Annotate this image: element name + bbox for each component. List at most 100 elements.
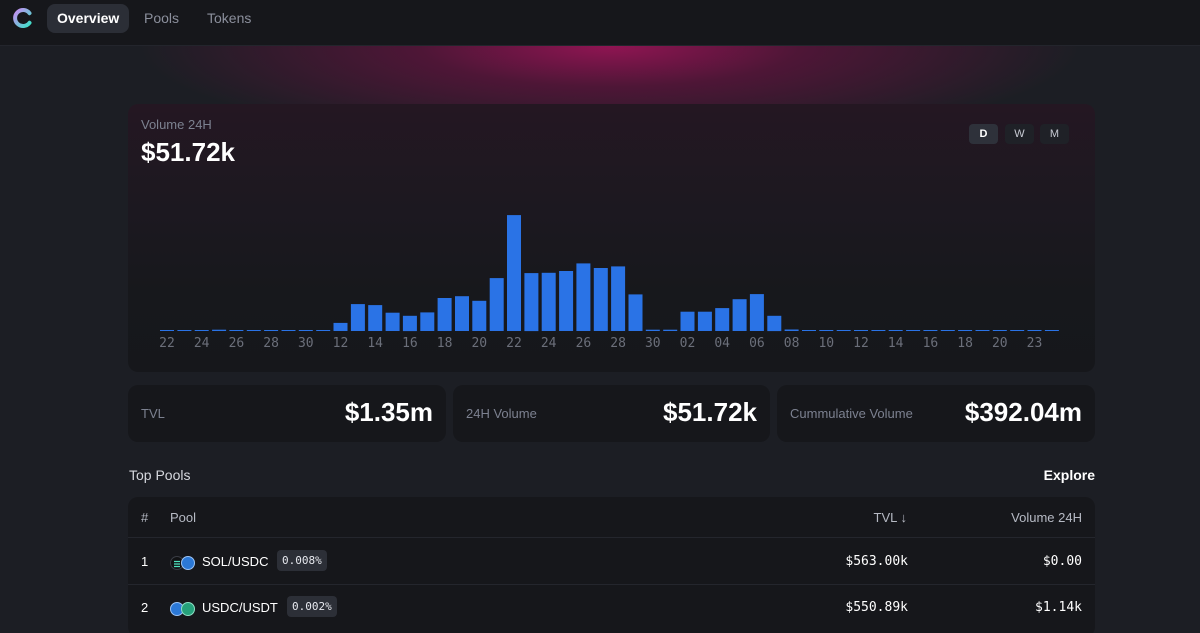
volume-bar[interactable] [1010, 330, 1025, 331]
volume-bar[interactable] [680, 311, 695, 331]
volume-bar[interactable] [298, 330, 313, 331]
x-axis-tick-label: 18 [437, 336, 453, 351]
volume-bar[interactable] [385, 312, 400, 331]
range-button-month[interactable]: M [1040, 124, 1069, 144]
volume-bar[interactable] [992, 330, 1007, 331]
row-index: 1 [141, 554, 149, 569]
volume-bar[interactable] [1027, 330, 1042, 331]
range-button-week[interactable]: W [1005, 124, 1034, 144]
volume-bar[interactable] [316, 330, 331, 331]
x-axis-tick-label: 26 [576, 336, 592, 351]
volume-bar[interactable] [958, 330, 973, 331]
column-header-volume[interactable]: Volume 24H [1011, 510, 1082, 525]
volume-chart-card: 22 24 26 28 30 12 14 16 18 20 22 24 26 28 30 02 04 06 08 10… [128, 104, 1095, 372]
volume-bar[interactable] [749, 294, 764, 331]
explore-link[interactable]: Explore [1043, 467, 1095, 483]
stat-label-tvl: TVL [141, 406, 165, 421]
volume-bar[interactable] [645, 329, 660, 331]
row-index: 2 [141, 600, 149, 615]
volume-bar[interactable] [784, 329, 799, 332]
x-axis-tick-label: 08 [784, 336, 800, 351]
volume-bar[interactable] [1044, 330, 1059, 331]
x-axis-tick-label: 16 [402, 336, 418, 351]
volume-bar[interactable] [697, 311, 712, 331]
pool-volume: $0.00 [1042, 554, 1082, 569]
x-axis-tick-label: 04 [714, 336, 730, 351]
pool-volume: $1.14k [1035, 600, 1082, 615]
pool-tvl: $563.00k [845, 554, 908, 569]
volume-bar[interactable] [264, 330, 279, 331]
volume-chart-label: Volume 24H [141, 117, 212, 132]
stat-card-24h-volume: 24H Volume $51.72k [453, 385, 770, 442]
volume-bar[interactable] [281, 330, 296, 331]
volume-bar[interactable] [350, 304, 365, 331]
x-axis-tick-label: 30 [298, 336, 314, 351]
fee-badge: 0.008% [277, 550, 327, 571]
volume-bar[interactable] [802, 330, 816, 331]
volume-chart-value: $51.72k [141, 137, 235, 167]
volume-bar[interactable] [194, 330, 209, 331]
volume-bar[interactable] [888, 330, 903, 331]
x-axis-tick-label: 12 [853, 336, 869, 351]
table-divider [128, 584, 1095, 585]
stat-value-cumulative-volume: $392.04m [964, 397, 1082, 427]
range-button-day[interactable]: D [969, 124, 998, 144]
stat-value-24h-volume: $51.72k [663, 397, 757, 427]
volume-bar[interactable] [246, 330, 261, 331]
x-axis-tick-label: 14 [367, 336, 383, 351]
volume-bar[interactable] [524, 273, 539, 332]
x-axis-tick-label: 28 [263, 336, 279, 351]
volume-bar[interactable] [663, 329, 678, 331]
volume-bar[interactable] [368, 305, 383, 331]
x-axis-tick-label: 30 [645, 336, 661, 351]
x-axis-tick-label: 02 [680, 336, 696, 351]
x-axis-tick-label: 24 [194, 336, 210, 351]
x-axis-tick-label: 10 [818, 336, 834, 351]
x-axis-tick-label: 16 [923, 336, 939, 351]
volume-bar[interactable] [420, 312, 435, 331]
top-nav-bar: Overview Pools Tokens [0, 0, 1200, 46]
volume-bar[interactable] [437, 298, 452, 331]
volume-bar[interactable] [489, 278, 504, 331]
volume-bar[interactable] [402, 315, 417, 332]
volume-bar[interactable] [940, 330, 955, 331]
nav-tab-overview[interactable]: Overview [47, 4, 130, 33]
stat-card-cumulative-volume: Cummulative Volume $392.04m [777, 385, 1095, 442]
volume-bar[interactable] [628, 294, 643, 331]
volume-bar[interactable] [507, 215, 521, 331]
volume-bar[interactable] [767, 315, 782, 332]
volume-bar[interactable] [836, 330, 851, 331]
nav-tab-tokens[interactable]: Tokens [207, 10, 252, 26]
volume-bar[interactable] [455, 296, 469, 331]
nav-tab-pools[interactable]: Pools [144, 10, 180, 26]
volume-bar[interactable] [160, 330, 174, 331]
volume-bar[interactable] [229, 330, 244, 331]
app-logo-icon[interactable] [12, 7, 34, 29]
volume-bar[interactable] [732, 299, 747, 331]
volume-bar[interactable] [541, 272, 556, 331]
x-axis-tick-label: 26 [229, 336, 245, 351]
top-pools-table: # Pool TVL ↓ Volume 24H 1 SOL/USDC 0.008… [128, 497, 1095, 633]
volume-bar[interactable] [906, 330, 921, 331]
volume-bar[interactable] [611, 266, 626, 331]
volume-bar[interactable] [212, 329, 227, 331]
stat-value-tvl: $1.35m [344, 397, 433, 427]
volume-bar[interactable] [819, 330, 834, 331]
x-axis-tick-label: 23 [1027, 336, 1043, 351]
volume-bar[interactable] [871, 330, 886, 331]
x-axis-tick-label: 28 [610, 336, 626, 351]
volume-bar[interactable] [576, 263, 591, 331]
column-header-tvl[interactable]: TVL ↓ [873, 510, 907, 525]
volume-bar[interactable] [333, 322, 348, 331]
volume-bar[interactable] [715, 308, 730, 331]
pool-token-icons [170, 556, 198, 570]
volume-bar[interactable] [923, 330, 938, 331]
pool-token-icons [170, 602, 198, 616]
volume-bar[interactable] [975, 330, 990, 331]
usdt-token-icon [181, 602, 195, 616]
volume-bar[interactable] [854, 330, 868, 331]
volume-bar[interactable] [593, 268, 608, 331]
volume-bar[interactable] [177, 330, 192, 331]
volume-bar[interactable] [559, 271, 574, 331]
volume-bar[interactable] [472, 300, 487, 331]
